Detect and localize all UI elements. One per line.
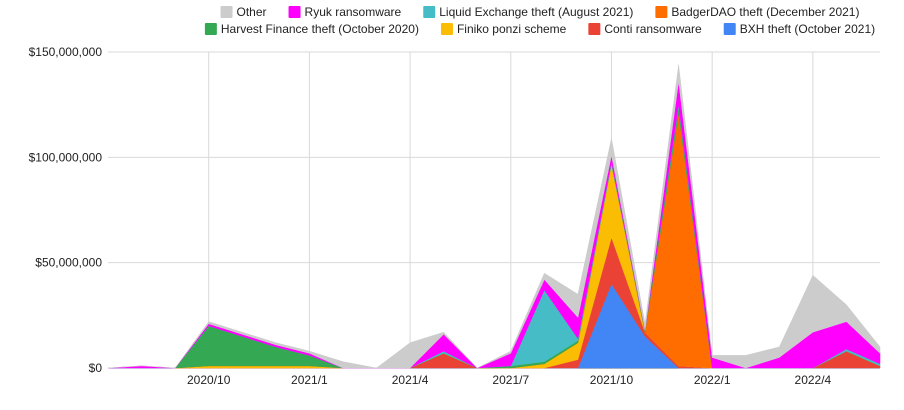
legend-swatch	[655, 6, 668, 18]
x-tick-label: 2021/4	[392, 373, 429, 387]
legend-item-other: Other	[220, 5, 267, 19]
legend-swatch	[288, 6, 301, 18]
x-tick-label: 2021/10	[590, 373, 634, 387]
legend-label: Other	[237, 5, 267, 19]
legend-item-badgerdao-theft-december-2021: BadgerDAO theft (December 2021)	[655, 5, 859, 19]
legend-swatch	[588, 23, 601, 35]
y-tick-label: $100,000,000	[29, 150, 103, 164]
legend-label: Harvest Finance theft (October 2020)	[221, 22, 419, 36]
legend-item-harvest-finance-theft-october-2020: Harvest Finance theft (October 2020)	[204, 22, 419, 36]
legend-swatch	[204, 23, 217, 35]
legend-swatch	[723, 23, 736, 35]
legend-label: BXH theft (October 2021)	[740, 22, 875, 36]
legend: Other Ryuk ransomware Liquid Exchange thef…	[204, 5, 875, 36]
y-axis: $0 $50,000,000 $100,000,000 $150,000,000	[29, 45, 103, 375]
x-tick-label: 2020/10	[187, 373, 231, 387]
x-tick-label: 2022/1	[694, 373, 731, 387]
y-tick-label: $0	[89, 361, 103, 375]
gridlines	[108, 51, 880, 369]
series-area-ryuk-ransomware	[107, 81, 881, 369]
legend-item-ryuk-ransomware: Ryuk ransomware	[288, 5, 402, 19]
legend-swatch	[440, 23, 453, 35]
y-tick-label: $150,000,000	[29, 45, 103, 59]
y-tick-label: $50,000,000	[35, 256, 102, 270]
legend-label: BadgerDAO theft (December 2021)	[671, 5, 859, 19]
legend-label: Finiko ponzi scheme	[457, 22, 567, 36]
series-area-other	[107, 64, 881, 369]
x-tick-label: 2022/4	[795, 373, 832, 387]
legend-item-bxh-theft-october-2021: BXH theft (October 2021)	[723, 22, 875, 36]
legend-label: Ryuk ransomware	[305, 5, 402, 19]
legend-item-conti-ransomware: Conti ransomware	[588, 22, 702, 36]
legend-label: Conti ransomware	[604, 22, 702, 36]
x-tick-label: 2021/1	[291, 373, 328, 387]
x-axis: 2020/10 2021/1 2021/4 2021/7 2021/10 2022/1 20…	[187, 373, 832, 387]
legend-item-liquid-exchange-theft-august-2021: Liquid Exchange theft (August 2021)	[423, 5, 633, 19]
legend-swatch	[423, 6, 436, 18]
x-tick-label: 2021/7	[492, 373, 529, 387]
series-areas	[107, 64, 881, 369]
legend-swatch	[220, 6, 233, 18]
legend-label: Liquid Exchange theft (August 2021)	[439, 5, 633, 19]
legend-item-finiko-ponzi-scheme: Finiko ponzi scheme	[440, 22, 567, 36]
